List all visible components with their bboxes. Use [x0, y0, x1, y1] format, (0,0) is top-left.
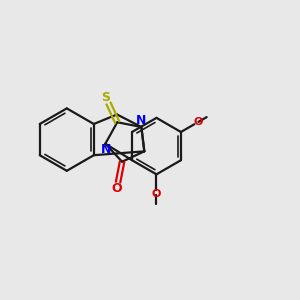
Text: O: O [112, 182, 122, 195]
Text: S: S [101, 91, 110, 104]
Text: N: N [101, 142, 112, 156]
Text: O: O [152, 189, 161, 199]
Text: O: O [193, 117, 203, 127]
Text: N: N [136, 114, 146, 127]
